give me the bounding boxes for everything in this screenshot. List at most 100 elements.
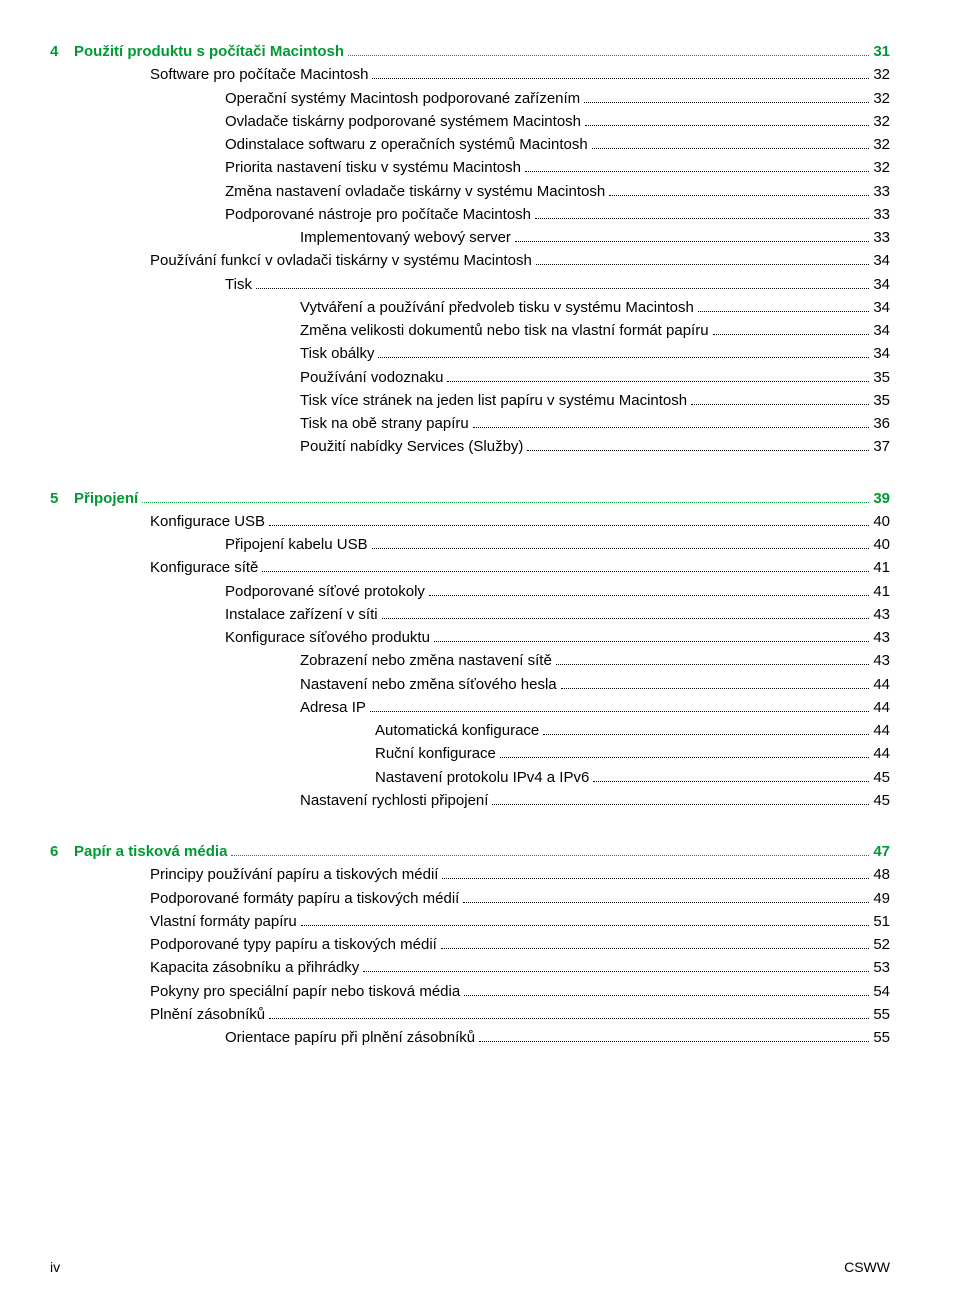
toc-leader-dots (363, 971, 869, 972)
toc-entry[interactable]: Instalace zařízení v síti43 (50, 603, 890, 626)
toc-page-number: 40 (873, 533, 890, 556)
toc-entry[interactable]: Podporované nástroje pro počítače Macint… (50, 203, 890, 226)
toc-label: Použití nabídky Services (Služby) (300, 435, 523, 458)
toc-entry[interactable]: Automatická konfigurace 44 (50, 719, 890, 742)
toc-entry[interactable]: Priorita nastavení tisku v systému Macin… (50, 156, 890, 179)
toc-label: Konfigurace sítě (150, 556, 258, 579)
toc-page-number: 34 (873, 296, 890, 319)
toc-page-number: 44 (873, 719, 890, 742)
toc-label: Změna velikosti dokumentů nebo tisk na v… (300, 319, 709, 342)
toc-page-number: 45 (873, 789, 890, 812)
toc-entry[interactable]: Ovladače tiskárny podporované systémem M… (50, 110, 890, 133)
toc-entry[interactable]: Tisk na obě strany papíru36 (50, 412, 890, 435)
chapter-number: 6 (50, 840, 74, 863)
toc-page-number: 33 (873, 203, 890, 226)
toc-label-text: Adresa IP (300, 699, 366, 716)
toc-entry[interactable]: Nastavení nebo změna síťového hesla44 (50, 673, 890, 696)
toc-label: Konfigurace USB (150, 510, 265, 533)
chapter-number: 4 (50, 40, 74, 63)
toc-entry[interactable]: Použití nabídky Services (Služby)37 (50, 435, 890, 458)
toc-label-text: Priorita nastavení tisku v systému Macin… (225, 159, 521, 176)
toc-page-number: 34 (873, 319, 890, 342)
toc-entry[interactable]: Připojení kabelu USB 40 (50, 533, 890, 556)
toc-entry[interactable]: Podporované síťové protokoly41 (50, 580, 890, 603)
toc-label: Podporované síťové protokoly (225, 580, 425, 603)
toc-label: Tisk (225, 273, 252, 296)
toc-label: Implementovaný webový server (300, 226, 511, 249)
toc-entry[interactable]: Podporované formáty papíru a tiskových m… (50, 887, 890, 910)
toc-entry[interactable]: Odinstalace softwaru z operačních systém… (50, 133, 890, 156)
toc-entry[interactable]: Tisk obálky34 (50, 342, 890, 365)
toc-entry[interactable]: Adresa IP44 (50, 696, 890, 719)
toc-leader-dots (142, 502, 869, 503)
toc-entry[interactable]: Změna velikosti dokumentů nebo tisk na v… (50, 319, 890, 342)
toc-label-text: Tisk na obě strany papíru (300, 415, 469, 432)
toc-page-number: 34 (873, 273, 890, 296)
toc-chapter[interactable]: 4Použití produktu s počítači Macintosh31 (50, 40, 890, 63)
toc-page-number: 40 (873, 510, 890, 533)
toc-label-text: Podporované formáty papíru a tiskových m… (150, 890, 459, 907)
toc-entry[interactable]: Implementovaný webový server33 (50, 226, 890, 249)
toc-chapter[interactable]: 6Papír a tisková média47 (50, 840, 890, 863)
toc-label: Operační systémy Macintosh podporované z… (225, 87, 580, 110)
toc-page-number: 41 (873, 556, 890, 579)
toc-label-text: Orientace papíru při plnění zásobníků (225, 1029, 475, 1046)
toc-page-number: 44 (873, 742, 890, 765)
toc-entry[interactable]: Konfigurace sítě 41 (50, 556, 890, 579)
toc-label: Používání vodoznaku (300, 366, 443, 389)
toc-leader-dots (441, 948, 869, 949)
toc-leader-dots (536, 264, 869, 265)
toc-label-text: Používání vodoznaku (300, 369, 443, 386)
toc-page-number: 43 (873, 626, 890, 649)
toc-entry[interactable]: Pokyny pro speciální papír nebo tisková … (50, 980, 890, 1003)
toc-label-text: Připojení kabelu USB (225, 536, 368, 553)
toc-label: Priorita nastavení tisku v systému Macin… (225, 156, 521, 179)
toc-label: Plnění zásobníků (150, 1003, 265, 1026)
toc-entry[interactable]: Používání funkcí v ovladači tiskárny v s… (50, 249, 890, 272)
toc-label-text: Změna velikosti dokumentů nebo tisk na v… (300, 322, 709, 339)
toc-label-text: Nastavení rychlosti připojení (300, 792, 488, 809)
toc-chapter[interactable]: 5Připojení39 (50, 487, 890, 510)
toc-label: Automatická konfigurace (375, 719, 539, 742)
toc-entry[interactable]: Používání vodoznaku35 (50, 366, 890, 389)
toc-entry[interactable]: Nastavení protokolu IPv4 a IPv645 (50, 766, 890, 789)
toc-entry[interactable]: Zobrazení nebo změna nastavení sítě43 (50, 649, 890, 672)
toc-leader-dots (592, 148, 870, 149)
toc-entry[interactable]: Konfigurace USB 40 (50, 510, 890, 533)
toc-page-number: 31 (873, 40, 890, 63)
toc-label-text: Podporované nástroje pro počítače Macint… (225, 206, 531, 223)
toc-label: Nastavení protokolu IPv4 a IPv6 (375, 766, 589, 789)
toc-entry[interactable]: Principy používání papíru a tiskových mé… (50, 863, 890, 886)
toc-entry[interactable]: Plnění zásobníků55 (50, 1003, 890, 1026)
toc-entry[interactable]: Nastavení rychlosti připojení 45 (50, 789, 890, 812)
toc-entry[interactable]: Konfigurace síťového produktu 43 (50, 626, 890, 649)
toc-leader-dots (348, 55, 869, 56)
toc-entry[interactable]: Změna nastavení ovladače tiskárny v syst… (50, 180, 890, 203)
toc-label: Konfigurace síťového produktu (225, 626, 430, 649)
toc-entry[interactable]: Vlastní formáty papíru51 (50, 910, 890, 933)
toc-page-number: 32 (873, 156, 890, 179)
toc-entry[interactable]: Tisk 34 (50, 273, 890, 296)
toc-label-text: Ovladače tiskárny podporované systémem M… (225, 113, 581, 130)
toc-entry[interactable]: Kapacita zásobníku a přihrádky53 (50, 956, 890, 979)
toc-entry[interactable]: Vytváření a používání předvoleb tisku v … (50, 296, 890, 319)
toc-entry[interactable]: Ruční konfigurace44 (50, 742, 890, 765)
toc-label-text: Nastavení protokolu IPv4 a IPv6 (375, 769, 589, 786)
toc-entry[interactable]: Operační systémy Macintosh podporované z… (50, 87, 890, 110)
chapter-number: 5 (50, 487, 74, 510)
toc-label: Nastavení rychlosti připojení (300, 789, 488, 812)
toc-leader-dots (500, 757, 869, 758)
toc-entry[interactable]: Software pro počítače Macintosh32 (50, 63, 890, 86)
toc-label: Adresa IP (300, 696, 366, 719)
toc-label: Ovladače tiskárny podporované systémem M… (225, 110, 581, 133)
toc-label-text: Operační systémy Macintosh podporované z… (225, 90, 580, 107)
toc-page-number: 32 (873, 110, 890, 133)
toc-label-text: Použití nabídky Services (Služby) (300, 438, 523, 455)
toc-entry[interactable]: Orientace papíru při plnění zásobníků55 (50, 1026, 890, 1049)
toc-entry[interactable]: Tisk více stránek na jeden list papíru v… (50, 389, 890, 412)
toc-page-number: 51 (873, 910, 890, 933)
toc-entry[interactable]: Podporované typy papíru a tiskových médi… (50, 933, 890, 956)
toc-label-text: Změna nastavení ovladače tiskárny v syst… (225, 183, 605, 200)
toc-page-number: 35 (873, 389, 890, 412)
toc-label-text: Nastavení nebo změna síťového hesla (300, 676, 557, 693)
